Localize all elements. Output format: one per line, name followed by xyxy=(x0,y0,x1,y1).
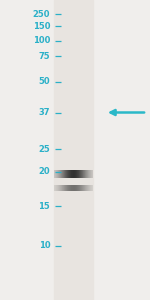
Text: 250: 250 xyxy=(33,10,50,19)
Bar xyxy=(54,0,93,300)
Text: 15: 15 xyxy=(39,202,50,211)
Text: 75: 75 xyxy=(39,52,50,61)
Text: 150: 150 xyxy=(33,22,50,31)
Text: 25: 25 xyxy=(39,145,50,154)
Text: 10: 10 xyxy=(39,242,50,250)
Text: 50: 50 xyxy=(39,77,50,86)
Text: 20: 20 xyxy=(39,167,50,176)
Text: 37: 37 xyxy=(39,108,50,117)
Text: 100: 100 xyxy=(33,36,50,45)
